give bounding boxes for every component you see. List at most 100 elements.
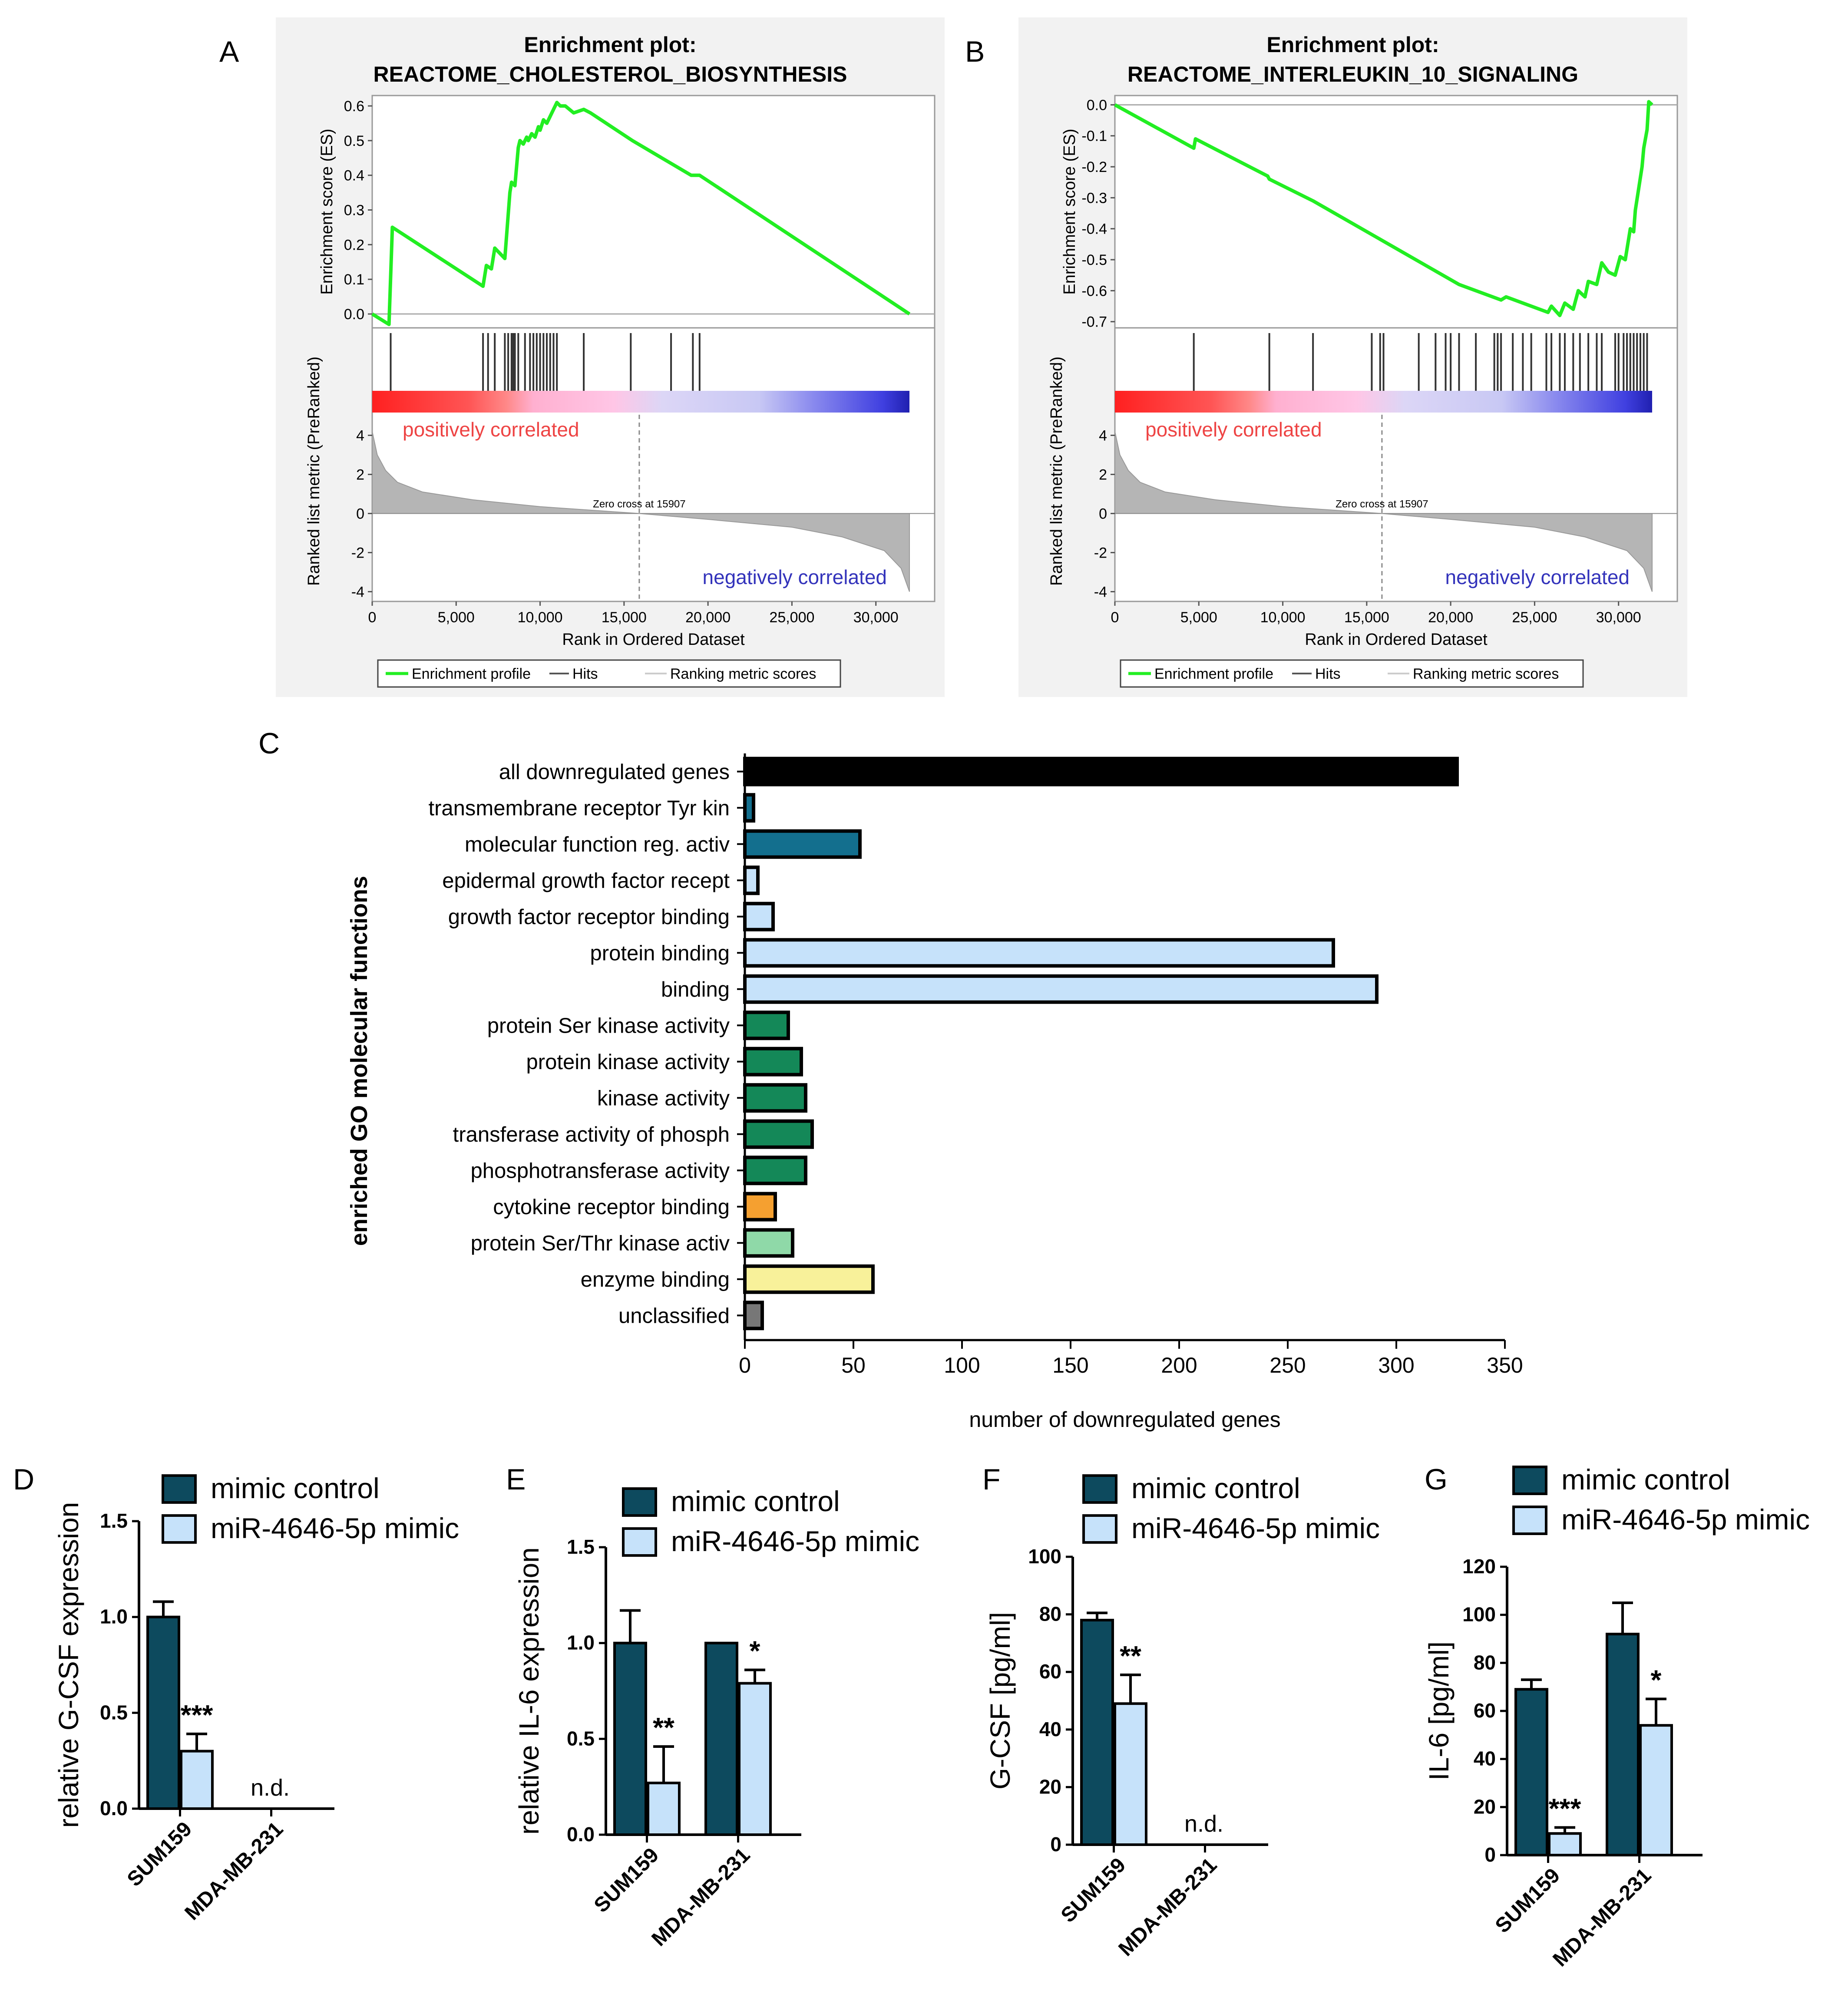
x-tick-label: 20,000 <box>685 609 731 626</box>
panel-letter-e: E <box>506 1463 526 1496</box>
data-bar <box>180 1750 214 1810</box>
y-tick-label: 20 <box>1474 1795 1496 1818</box>
es-tick-label: -0.2 <box>1081 159 1107 175</box>
go-bar <box>743 901 775 931</box>
es-tick-label: 0.6 <box>344 98 364 115</box>
go-x-tick-label: 350 <box>1487 1353 1523 1377</box>
category-label: SUM159 <box>123 1817 197 1891</box>
rank-tick-label: 4 <box>1099 428 1107 444</box>
data-bar <box>146 1615 180 1810</box>
x-tick-label: 30,000 <box>853 609 899 626</box>
rank-axis-label: Ranked list metric (PreRanked) <box>1048 357 1066 586</box>
significance-label: * <box>750 1635 760 1666</box>
x-tick-label: 0 <box>368 609 377 626</box>
y-tick-label: 0.5 <box>100 1701 128 1724</box>
go-bar <box>743 1301 764 1331</box>
y-tick-label: 0.0 <box>100 1797 128 1819</box>
rank-tick-label: 4 <box>356 428 364 444</box>
legend-label-mir-mimic: miR-4646-5p mimic <box>211 1512 459 1544</box>
legend-label-mimic-control: mimic control <box>1561 1463 1730 1496</box>
zero-cross-label: Zero cross at 15907 <box>1336 499 1428 510</box>
data-bar <box>738 1682 772 1836</box>
legend-label-hits: Hits <box>1315 666 1341 682</box>
go-category-label: protein Ser kinase activity <box>487 1014 730 1037</box>
gsea-panel-b: Enrichment plot: REACTOME_INTERLEUKIN_10_… <box>1018 17 1687 697</box>
go-x-axis-title: number of downregulated genes <box>969 1407 1280 1432</box>
y-tick-label: 100 <box>1028 1545 1061 1568</box>
go-bar <box>743 1264 875 1294</box>
go-bar <box>743 756 1459 786</box>
y-tick-label: 20 <box>1039 1775 1061 1798</box>
go-bar <box>743 938 1335 968</box>
y-tick-label: 1.0 <box>567 1631 595 1654</box>
es-tick-label: -0.6 <box>1081 283 1107 299</box>
legend-label-mir-mimic: miR-4646-5p mimic <box>1561 1503 1810 1535</box>
category-label: SUM159 <box>590 1843 664 1917</box>
rank-tick-label: 2 <box>356 467 364 483</box>
go-bar <box>743 1119 814 1149</box>
x-axis-label: Rank in Ordered Dataset <box>1305 631 1488 649</box>
y-axis-title: relative G-CSF expression <box>53 1502 84 1828</box>
es-tick-label: -0.3 <box>1081 190 1107 206</box>
data-bar <box>1639 1724 1673 1856</box>
go-y-axis-title: enriched GO molecular functions <box>346 876 372 1246</box>
y-tick-label: 80 <box>1039 1603 1061 1625</box>
y-tick-label: 1.0 <box>100 1605 128 1628</box>
go-x-tick-label: 100 <box>944 1353 980 1377</box>
go-category-label: growth factor receptor binding <box>448 905 730 929</box>
gsea-title-line1: Enrichment plot: <box>524 33 696 57</box>
go-x-tick-label: 0 <box>739 1353 751 1377</box>
go-bar-chart: all downregulated genes transmembrane rec… <box>346 753 1523 1432</box>
significance-label: ** <box>1120 1640 1141 1671</box>
legend-swatch-mimic-control <box>1512 1466 1547 1495</box>
go-bar <box>743 1047 803 1076</box>
y-tick-label: 80 <box>1474 1651 1496 1674</box>
x-tick-label: 10,000 <box>1260 609 1306 626</box>
legend-swatch-mimic-control <box>622 1487 657 1517</box>
y-tick-label: 1.5 <box>100 1509 128 1532</box>
bar-chart-g: mimic control miR-4646-5p mimic 0 20 40 60 80 1… <box>1423 1463 1810 1971</box>
legend-swatch-mir-mimic <box>1512 1506 1547 1535</box>
not-detected-label: n.d. <box>251 1775 290 1801</box>
panel-letter-d: D <box>13 1463 34 1496</box>
go-category-label: transmembrane receptor Tyr kin <box>428 796 730 820</box>
category-label: SUM159 <box>1057 1853 1131 1927</box>
gsea-title-line2: REACTOME_CHOLESTEROL_BIOSYNTHESIS <box>374 62 847 86</box>
go-x-tick-label: 150 <box>1052 1353 1088 1377</box>
y-tick-label: 0 <box>1050 1833 1061 1856</box>
legend-label-mimic-control: mimic control <box>671 1485 840 1517</box>
es-tick-label: 0.0 <box>344 306 364 323</box>
es-axis-label: Enrichment score (ES) <box>1061 129 1079 294</box>
go-category-label: enzyme binding <box>581 1268 730 1291</box>
category-label: MDA-MB-231 <box>1548 1864 1656 1971</box>
x-axis-label: Rank in Ordered Dataset <box>562 631 745 649</box>
rank-axis-label: Ranked list metric (PreRanked) <box>305 357 323 586</box>
go-category-label: protein binding <box>590 941 730 965</box>
rank-tick-label: -4 <box>351 584 364 601</box>
rank-plot-frame <box>371 327 936 602</box>
es-axis-label: Enrichment score (ES) <box>318 129 336 294</box>
go-category-label: kinase activity <box>597 1086 730 1110</box>
legend-swatch-mir-mimic <box>1082 1514 1117 1544</box>
go-bar <box>743 1156 807 1185</box>
data-bar <box>1080 1618 1114 1846</box>
legend-label-hits: Hits <box>572 666 598 682</box>
y-axis-title: relative IL-6 expression <box>513 1547 545 1835</box>
significance-label: * <box>1651 1664 1662 1695</box>
rank-tick-label: 0 <box>356 506 364 522</box>
legend-label-mimic-control: mimic control <box>211 1472 380 1504</box>
go-bar <box>743 1228 794 1258</box>
y-tick-label: 0 <box>1484 1843 1496 1866</box>
y-tick-label: 40 <box>1039 1718 1061 1740</box>
category-label: MDA-MB-231 <box>647 1843 754 1951</box>
gsea-title-line2: REACTOME_INTERLEUKIN_10_SIGNALING <box>1127 62 1578 86</box>
es-tick-label: -0.7 <box>1081 314 1107 330</box>
y-tick-label: 0.5 <box>567 1727 595 1750</box>
y-tick-label: 60 <box>1474 1699 1496 1722</box>
y-axis-title: G-CSF [pg/ml] <box>985 1612 1016 1790</box>
panel-letter-f: F <box>982 1463 1001 1496</box>
legend-box <box>1120 659 1584 688</box>
go-category-label: unclassified <box>618 1304 730 1327</box>
go-bar <box>743 793 755 823</box>
positively-correlated-label: positively correlated <box>403 418 579 441</box>
